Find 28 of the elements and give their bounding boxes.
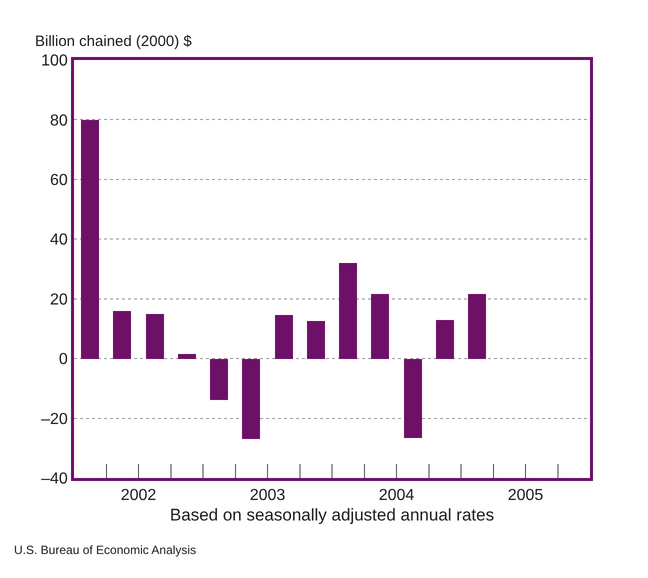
bar <box>339 263 357 359</box>
y-tick-label: 20 <box>50 291 68 308</box>
x-tick-label: 2002 <box>120 487 156 504</box>
bar <box>81 120 99 359</box>
y-tick-label: –20 <box>41 410 68 428</box>
bar <box>146 314 164 359</box>
bar <box>404 359 422 438</box>
y-tick-label: 0 <box>58 351 68 368</box>
bar <box>371 294 389 359</box>
bar <box>242 359 260 439</box>
bar <box>275 315 293 359</box>
bar <box>307 321 325 359</box>
x-tick-label: 2003 <box>250 487 286 504</box>
x-tick-label: 2004 <box>378 487 414 504</box>
y-axis-title: Billion chained (2000) $ <box>35 33 192 50</box>
text: U.S. Bureau of Economic Analysis <box>14 543 196 557</box>
x-axis-title: Based on seasonally adjusted annual rates <box>170 506 494 525</box>
bar <box>178 354 196 359</box>
bar <box>436 320 454 359</box>
y-tick-label: 100 <box>41 52 68 70</box>
bar <box>210 359 228 400</box>
x-tick-label: 2005 <box>508 487 544 504</box>
bar <box>113 311 131 359</box>
y-tick-label: 40 <box>50 232 68 249</box>
y-tick-label: –40 <box>41 470 68 488</box>
y-tick-label: 60 <box>50 172 68 190</box>
bar <box>468 294 486 359</box>
y-tick-label: 80 <box>50 112 68 130</box>
